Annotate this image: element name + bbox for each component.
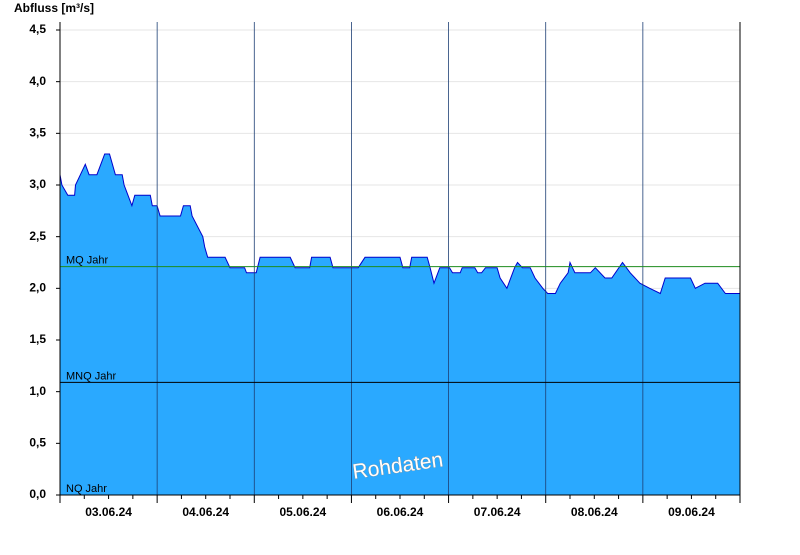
x-tick-label: 03.06.24 [85,505,132,519]
y-tick-label: 3,5 [29,126,46,140]
x-tick-label: 09.06.24 [668,505,715,519]
line [59,153,740,295]
x-tick-label: 05.06.24 [279,505,326,519]
y-tick-label: 1,5 [29,332,46,346]
area [60,154,740,495]
y-tick-label: 1,0 [29,384,46,398]
reference-label: MQ Jahr [66,255,109,267]
y-axis-label: Abfluss [m³/s] [14,1,94,15]
y-tick-label: 4,5 [29,22,46,36]
y-tick-label: 0,5 [29,436,46,450]
y-tick-label: 4,0 [29,74,46,88]
y-tick-label: 2,5 [29,229,46,243]
y-tick-label: 2,0 [29,281,46,295]
x-tick-label: 07.06.24 [474,505,521,519]
reference-label: NQ Jahr [66,483,107,495]
x-tick-label: 08.06.24 [571,505,618,519]
reference-label: MNQ Jahr [66,370,116,382]
y-tick-label: 0,0 [29,487,46,501]
x-tick-label: 04.06.24 [182,505,229,519]
y-tick-label: 3,0 [29,177,46,191]
x-tick-label: 06.06.24 [377,505,424,519]
